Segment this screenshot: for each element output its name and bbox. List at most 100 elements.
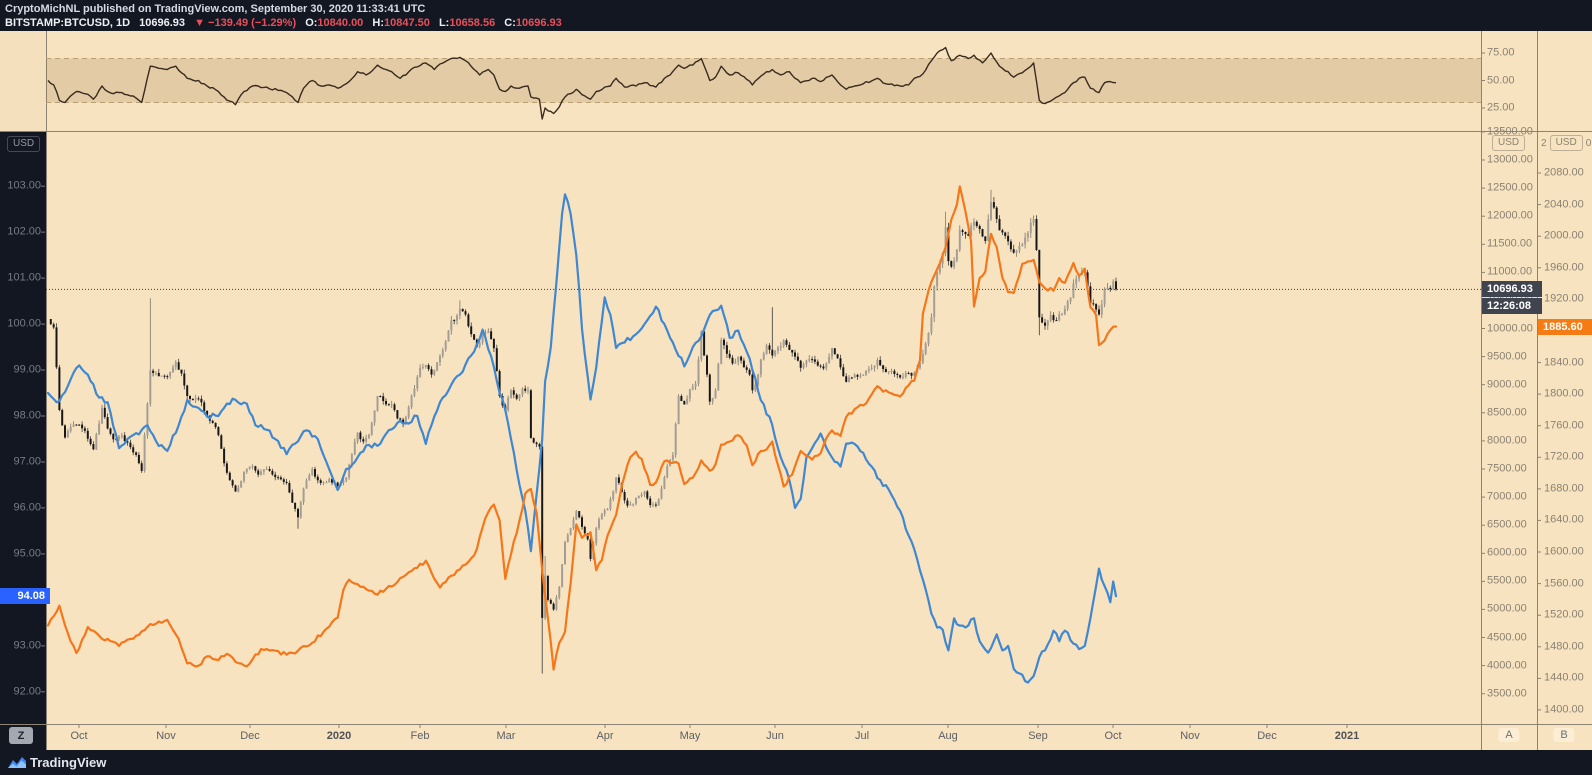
dxy-last-price-label: 94.08 <box>0 588 50 605</box>
pane-divider[interactable] <box>0 131 1592 132</box>
axis-tick-label: 12500.00 <box>1487 181 1533 194</box>
footer-bar <box>0 750 1592 775</box>
axis-tick-label: 1440.00 <box>1544 671 1584 684</box>
time-axis-label: 2021 <box>1334 730 1360 742</box>
gold-scale-unit-button[interactable]: USD <box>1549 135 1583 151</box>
axis-tick-label: 1840.00 <box>1544 356 1584 368</box>
axis-tick-label: 95.00 <box>13 547 41 560</box>
axis-tick-label: 6500.00 <box>1487 518 1527 531</box>
axis-tick-label: 97.00 <box>13 455 41 468</box>
axis-tick-label: 1720.00 <box>1544 450 1584 463</box>
axis-tick-label: 3500.00 <box>1487 687 1527 700</box>
low-value: 10658.56 <box>449 17 496 29</box>
axis-tick-label: 6000.00 <box>1487 546 1527 559</box>
time-axis-border <box>0 724 1592 725</box>
scale-a-button[interactable]: A <box>1498 728 1520 742</box>
time-axis-label: Jul <box>854 730 870 742</box>
symbol-title[interactable]: BITSTAMP:BTCUSD, 1D <box>5 17 131 29</box>
axis-tick-label: 1520.00 <box>1544 608 1584 621</box>
btc-last-price-label: 10696.93 <box>1482 281 1542 298</box>
time-axis-label: Feb <box>410 730 430 742</box>
symbol-ohlc-row: BITSTAMP:BTCUSD, 1D 10696.93 ▼ −139.49 (… <box>5 17 562 29</box>
axis-tick-label: 11500.00 <box>1487 237 1533 250</box>
axis-tick-label: 92.00 <box>13 685 41 698</box>
time-axis-label: Mar <box>496 730 516 742</box>
time-axis-label: Dec <box>1257 730 1277 742</box>
axis-tick-label: 8000.00 <box>1487 434 1527 447</box>
axis-tick-label: 2080.00 <box>1544 166 1584 179</box>
tradingview-brand-link[interactable]: TradingView <box>30 755 107 770</box>
axis-tick-label: 96.00 <box>13 501 41 514</box>
btc-scale-border <box>1481 31 1482 750</box>
axis-tick-label: 5500.00 <box>1487 574 1527 587</box>
axis-tick-label: 1800.00 <box>1544 387 1584 400</box>
axis-tick-label: 1600.00 <box>1544 545 1584 558</box>
axis-tick-label: 9000.00 <box>1487 378 1527 391</box>
price-pane[interactable] <box>46 131 1481 724</box>
btc-scale-unit-button[interactable]: USD <box>1492 135 1526 151</box>
axis-tick-label: 7500.00 <box>1487 462 1527 475</box>
axis-tick-label: 1480.00 <box>1544 640 1584 653</box>
axis-tick-label: 2000.00 <box>1544 229 1584 242</box>
axis-tick-label: 102.00 <box>7 225 41 238</box>
axis-tick-label: 1960.00 <box>1544 261 1584 274</box>
axis-tick-label: 100.00 <box>7 317 41 330</box>
axis-tick-label: 99.00 <box>13 363 41 376</box>
axis-tick-label: 2040.00 <box>1544 198 1584 211</box>
time-axis-label: 2020 <box>326 730 352 742</box>
indicator-pane-left-gutter <box>0 31 46 131</box>
axis-tick-label: 75.00 <box>1487 46 1515 59</box>
axis-tick-label: 5000.00 <box>1487 602 1527 615</box>
high-label: H: <box>372 17 384 29</box>
open-label: O: <box>305 17 318 29</box>
axis-tick-label: 1920.00 <box>1544 292 1584 305</box>
axis-tick-label: 11000.00 <box>1487 265 1533 278</box>
axis-tick-label: 1640.00 <box>1544 513 1584 526</box>
axis-tick-label: 93.00 <box>13 639 41 652</box>
left-scale-border <box>46 31 47 750</box>
axis-tick-label: 10000.00 <box>1487 322 1533 335</box>
axis-tick-label: 4500.00 <box>1487 631 1527 644</box>
time-axis-label: Sep <box>1028 730 1048 742</box>
left-scale-unit-button[interactable]: USD <box>7 136 41 152</box>
publish-byline: CryptoMichNL published on TradingView.co… <box>5 3 426 15</box>
axis-tick-label: 1680.00 <box>1544 482 1584 495</box>
low-label: L: <box>438 17 450 29</box>
down-triangle-icon: ▼ <box>194 17 205 29</box>
timezone-button[interactable]: Z <box>9 727 33 744</box>
bar-countdown-label: 12:26:08 <box>1482 297 1542 314</box>
axis-tick-label: 13500.00 <box>1487 125 1533 138</box>
axis-tick-label: 25.00 <box>1487 101 1515 114</box>
axis-tick-label: 8500.00 <box>1487 406 1527 419</box>
indicator-pane[interactable] <box>46 31 1481 131</box>
axis-tick-label: 50.00 <box>1487 74 1515 86</box>
scale-b-button[interactable]: B <box>1553 728 1575 742</box>
axis-tick-label: 7000.00 <box>1487 490 1527 503</box>
axis-tick-label: 98.00 <box>13 409 41 422</box>
tradingview-logo-icon[interactable] <box>7 755 27 775</box>
time-axis-label: Oct <box>70 730 88 742</box>
close-value: 10696.93 <box>515 17 562 29</box>
time-axis[interactable] <box>46 724 1481 750</box>
axis-tick-label: 13000.00 <box>1487 153 1533 166</box>
time-axis-label: Oct <box>1104 730 1122 742</box>
close-label: C: <box>504 17 516 29</box>
high-value: 10847.50 <box>383 17 430 29</box>
axis-tick-label: 101.00 <box>7 271 41 284</box>
price-change: −139.49 (−1.29%) <box>208 17 297 29</box>
gold-last-price-label: 1885.60 <box>1538 318 1592 335</box>
gold-scale-unit-group: 2 USD 0 <box>1541 135 1591 151</box>
time-axis-label: May <box>679 730 701 742</box>
axis-tick-label: 103.00 <box>7 179 41 192</box>
axis-tick-label: 1760.00 <box>1544 419 1584 432</box>
time-axis-label: Jun <box>766 730 784 742</box>
time-axis-label: Nov <box>156 730 176 742</box>
time-axis-label: Nov <box>1180 730 1200 742</box>
open-value: 10840.00 <box>317 17 364 29</box>
axis-tick-label: 4000.00 <box>1487 659 1527 672</box>
gold-scale-prefix: 2 <box>1541 137 1547 149</box>
last-price: 10696.93 <box>139 17 186 29</box>
gold-scale-border <box>1537 31 1538 750</box>
axis-tick-label: 9500.00 <box>1487 350 1527 363</box>
axis-tick-label: 1560.00 <box>1544 577 1584 590</box>
